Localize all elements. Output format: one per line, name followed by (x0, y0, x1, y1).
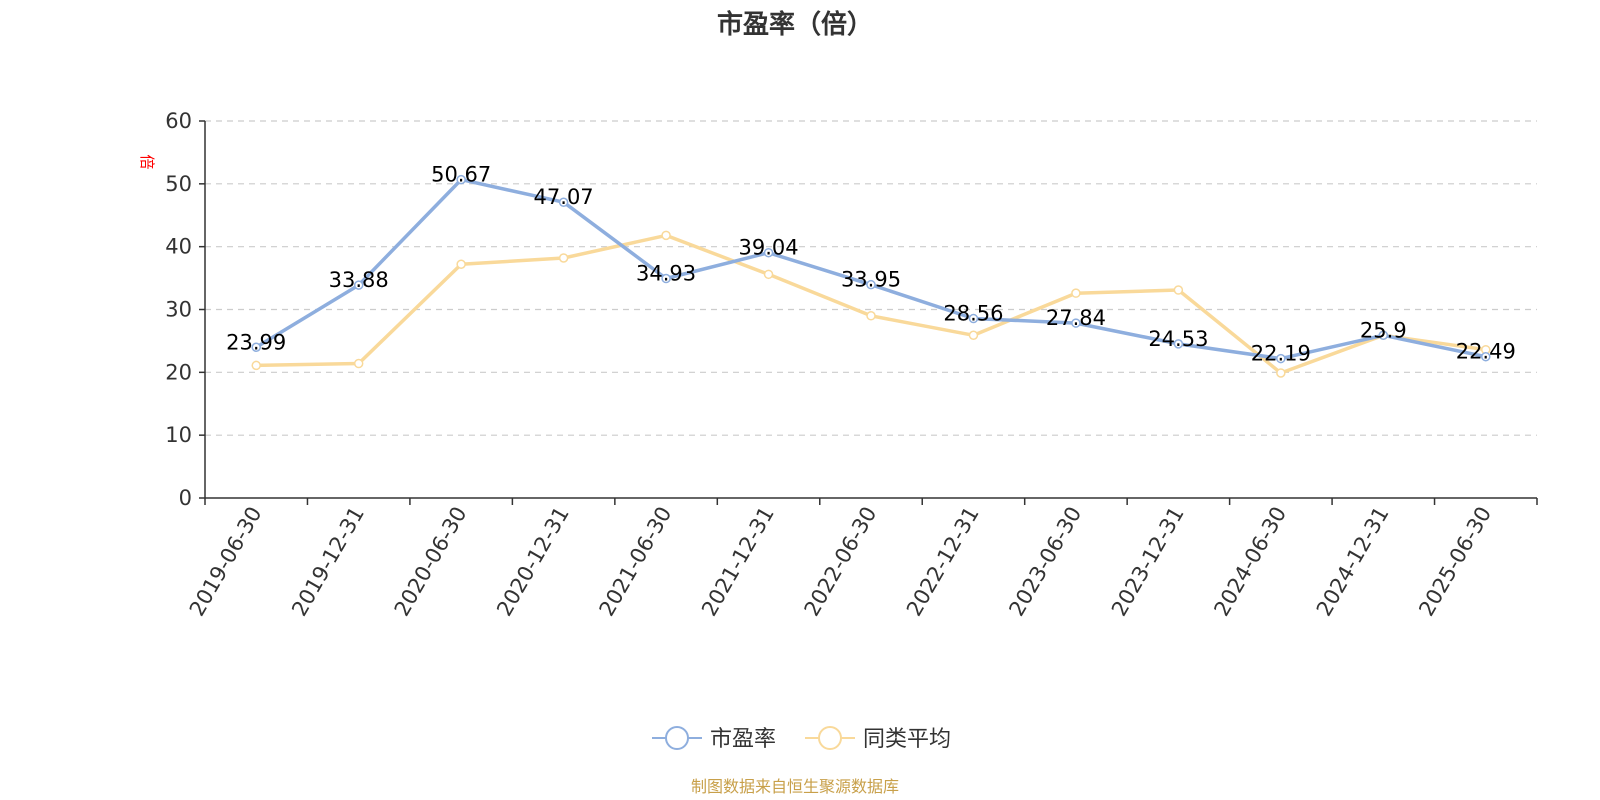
legend-marker-1 (818, 726, 842, 750)
data-label: 27.84 (1046, 306, 1106, 330)
data-label: 25.9 (1360, 318, 1407, 342)
data-label: 47.07 (534, 185, 594, 209)
data-label: 24.53 (1148, 327, 1208, 351)
x-tick-label: 2020-12-31 (492, 503, 574, 621)
data-point-0 (763, 247, 774, 258)
x-tick-label: 2020-06-30 (390, 502, 472, 620)
y-tick-label: 20 (165, 360, 192, 384)
data-label: 28.56 (943, 302, 1003, 326)
data-point-1 (1071, 288, 1081, 298)
data-point-1 (763, 269, 774, 280)
data-label: 34.93 (636, 262, 696, 286)
x-tick-label: 2024-12-31 (1312, 503, 1394, 621)
data-label: 33.88 (329, 268, 389, 292)
data-point-0 (866, 279, 876, 290)
x-tick-label: 2021-12-31 (697, 503, 779, 621)
data-point-1 (1276, 368, 1286, 378)
x-tick-label: 2021-06-30 (595, 503, 677, 621)
data-point-0 (1276, 353, 1286, 364)
data-label: 22.19 (1251, 342, 1311, 366)
data-point-1 (661, 230, 671, 241)
data-point-1 (251, 360, 261, 371)
data-label: 33.95 (841, 268, 901, 292)
legend-label-1: 同类平均 (863, 727, 951, 752)
data-point-0 (456, 174, 466, 185)
x-tick-label: 2023-12-31 (1107, 503, 1189, 621)
data-point-0 (1071, 318, 1081, 328)
data-point-0 (558, 197, 569, 207)
data-point-0 (1378, 330, 1389, 341)
y-tick-label: 0 (179, 486, 192, 510)
source-note: 制图数据来自恒生聚源数据库 (691, 777, 899, 796)
data-point-1 (456, 259, 466, 270)
series-lines (251, 174, 1491, 378)
data-point-0 (1481, 351, 1491, 362)
data-labels: 23.99 33.88 50.67 47.07 34.93 39.04 33.95 28.56… (226, 163, 1516, 366)
x-tick-label: 2022-12-31 (902, 503, 984, 621)
data-label: 23.99 (226, 330, 286, 354)
axes: 0 10 20 30 40 50 60 2019-06-30 2019-12-31 2020-06… (165, 109, 1538, 621)
x-tick-label: 2019-12-31 (287, 503, 369, 621)
data-point-0 (661, 273, 671, 284)
data-label: 50.67 (431, 163, 491, 187)
data-point-1 (558, 253, 569, 263)
legend[interactable]: 市盈率 同类平均 (652, 726, 951, 752)
x-tick-label: 2023-06-30 (1004, 503, 1086, 621)
chart-title: 市盈率（倍） (717, 9, 873, 40)
legend-marker-0 (665, 726, 689, 750)
data-point-1 (968, 330, 979, 341)
data-point-1 (353, 358, 364, 369)
data-label: 39.04 (738, 236, 798, 260)
y-axis-unit-label: 倍 (138, 154, 156, 169)
x-tick-label: 2022-06-30 (800, 503, 882, 621)
data-point-0 (968, 313, 979, 324)
data-point-0 (353, 280, 364, 290)
data-label: 22.49 (1456, 340, 1516, 364)
x-tick-label: 2024-06-30 (1209, 503, 1291, 621)
y-tick-label: 60 (165, 109, 192, 133)
legend-label-0: 市盈率 (710, 727, 776, 752)
y-tick-label: 30 (165, 298, 192, 322)
y-tick-label: 40 (165, 235, 192, 259)
y-tick-label: 50 (165, 172, 192, 196)
x-tick-label: 2019-06-30 (185, 503, 267, 621)
data-point-0 (251, 342, 261, 353)
data-point-0 (1173, 339, 1184, 349)
y-tick-label: 10 (165, 423, 192, 447)
x-tick-label: 2025-06-30 (1414, 503, 1496, 621)
data-point-1 (1173, 285, 1184, 295)
gridlines (205, 120, 1537, 436)
data-point-1 (866, 311, 876, 321)
